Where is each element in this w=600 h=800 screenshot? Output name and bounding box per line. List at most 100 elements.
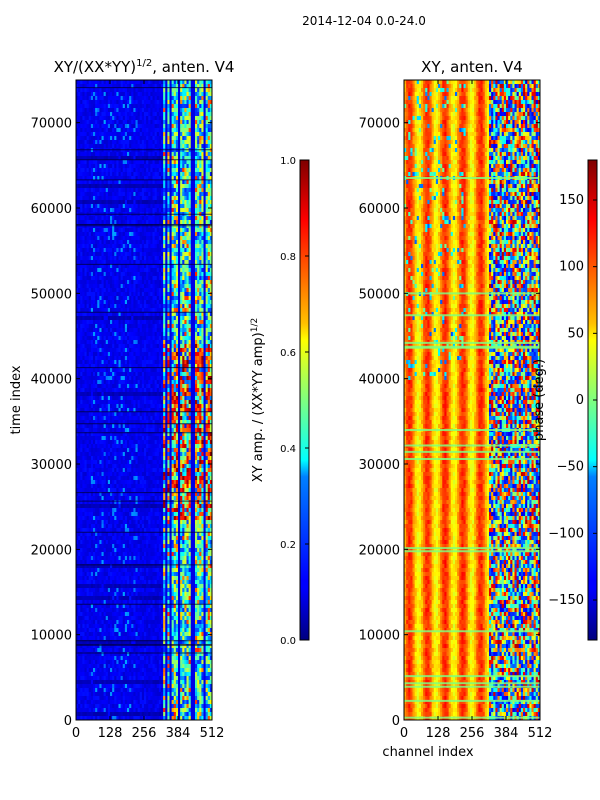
- heatmap-cell: [93, 252, 96, 257]
- heatmap-cell: [114, 112, 117, 117]
- heatmap-cell: [188, 256, 192, 261]
- heatmap-cell: [148, 272, 151, 277]
- heatmap-cell: [93, 240, 96, 245]
- heatmap-cell: [95, 312, 98, 317]
- heatmap-cell: [199, 200, 202, 205]
- heatmap-cell: [148, 192, 151, 197]
- heatmap-cell: [97, 100, 100, 105]
- heatmap-cell: [82, 128, 86, 133]
- heatmap-cell: [203, 172, 207, 177]
- heatmap-cell: [161, 96, 164, 101]
- heatmap-cell: [86, 144, 90, 149]
- heatmap-cell: [146, 232, 149, 237]
- heatmap-cell: [192, 232, 196, 237]
- heatmap-cell: [103, 112, 107, 117]
- heatmap-cell: [169, 300, 173, 305]
- heatmap-cell: [171, 228, 175, 233]
- heatmap-cell: [152, 304, 156, 309]
- heatmap-cell: [84, 108, 88, 113]
- heatmap-cell: [203, 280, 207, 285]
- heatmap-cell: [150, 304, 154, 309]
- heatmap-cell: [146, 384, 149, 389]
- heatmap-cell: [124, 112, 128, 117]
- heatmap-cell: [161, 116, 164, 121]
- heatmap-cell: [171, 292, 175, 297]
- heatmap-cell: [110, 376, 113, 381]
- heatmap-cell: [99, 128, 103, 133]
- heatmap-cell: [95, 96, 98, 101]
- heatmap-cell: [175, 252, 179, 257]
- heatmap-cell: [154, 92, 158, 97]
- heatmap-cell: [203, 132, 207, 137]
- heatmap-cell: [148, 220, 151, 225]
- heatmap-cell: [205, 120, 209, 125]
- heatmap-cell: [99, 352, 103, 357]
- heatmap-cell: [209, 152, 212, 157]
- heatmap-cell: [90, 156, 94, 161]
- heatmap-cell: [161, 284, 164, 289]
- heatmap-cell: [167, 292, 171, 297]
- heatmap-cell: [207, 84, 211, 89]
- heatmap-cell: [103, 364, 107, 369]
- heatmap-cell: [120, 204, 124, 209]
- heatmap-cell: [144, 104, 147, 109]
- heatmap-cell: [76, 88, 79, 93]
- heatmap-cell: [148, 388, 151, 393]
- heatmap-cell: [209, 356, 212, 361]
- heatmap-cell: [124, 124, 128, 129]
- heatmap-cell: [154, 224, 158, 229]
- heatmap-cell: [110, 200, 113, 205]
- heatmap-cell: [188, 192, 192, 197]
- heatmap-cell: [129, 128, 132, 133]
- heatmap-cell: [82, 272, 86, 277]
- heatmap-cell: [101, 124, 105, 129]
- heatmap-cell: [192, 272, 196, 277]
- heatmap-cell: [197, 80, 200, 85]
- heatmap-cell: [165, 344, 168, 349]
- heatmap-cell: [180, 260, 183, 265]
- heatmap-cell: [90, 192, 94, 197]
- heatmap-cell: [152, 240, 156, 245]
- heatmap-cell: [186, 304, 190, 309]
- heatmap-cell: [122, 280, 126, 285]
- heatmap-cell: [122, 304, 126, 309]
- heatmap-cell: [90, 300, 94, 305]
- heatmap-cell: [116, 92, 120, 97]
- heatmap-cell: [141, 252, 145, 257]
- heatmap-cell: [167, 156, 171, 161]
- heatmap-cell: [133, 108, 137, 113]
- heatmap-cell: [110, 208, 113, 213]
- heatmap-cell: [97, 372, 100, 377]
- heatmap-cell: [186, 296, 190, 301]
- heatmap-cell: [209, 128, 212, 133]
- heatmap-cell: [203, 300, 207, 305]
- heatmap-cell: [90, 128, 94, 133]
- heatmap-cell: [86, 196, 90, 201]
- heatmap-cell: [150, 248, 154, 253]
- heatmap-cell: [103, 340, 107, 345]
- heatmap-cell: [154, 164, 158, 169]
- heatmap-cell: [173, 156, 177, 161]
- heatmap-cell: [182, 192, 185, 197]
- heatmap-cell: [95, 228, 98, 233]
- heatmap-cell: [137, 292, 141, 297]
- heatmap-cell: [178, 388, 181, 393]
- heatmap-cell: [107, 288, 111, 293]
- heatmap-cell: [135, 144, 139, 149]
- heatmap-cell: [158, 168, 162, 173]
- heatmap-cell: [107, 344, 111, 349]
- heatmap-cell: [116, 304, 120, 309]
- heatmap-cell: [141, 240, 145, 245]
- heatmap-cell: [90, 176, 94, 181]
- heatmap-cell: [171, 272, 175, 277]
- heatmap-cell: [93, 196, 96, 201]
- heatmap-cell: [93, 184, 96, 189]
- heatmap-cell: [175, 156, 179, 161]
- heatmap-cell: [103, 116, 107, 121]
- heatmap-cell: [107, 92, 111, 97]
- heatmap-cell: [199, 184, 202, 189]
- heatmap-cell: [209, 200, 212, 205]
- heatmap-cell: [122, 208, 126, 213]
- heatmap-cell: [95, 324, 98, 329]
- heatmap-cell: [76, 84, 79, 89]
